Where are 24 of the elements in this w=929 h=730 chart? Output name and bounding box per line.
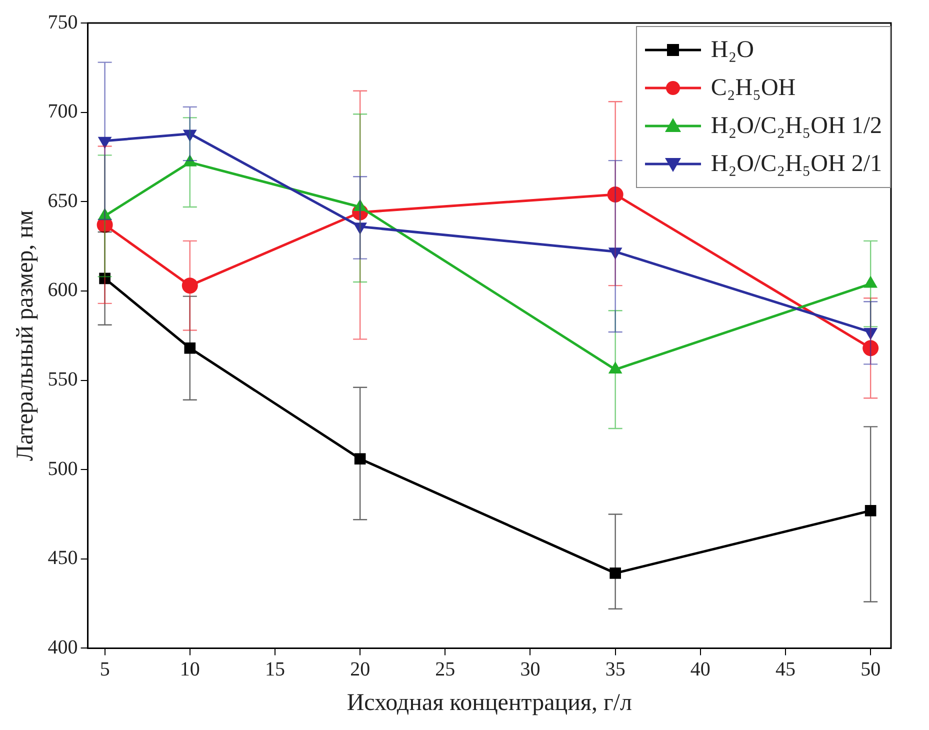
x-tick-label: 30	[520, 658, 540, 680]
y-tick-label: 400	[48, 636, 78, 658]
x-tick-label: 10	[180, 658, 200, 680]
y-tick-label: 650	[48, 190, 78, 212]
y-tick-label: 700	[48, 100, 78, 123]
x-tick-label: 25	[435, 658, 456, 680]
x-tick-label: 5	[100, 658, 110, 680]
x-tick-label: 35	[605, 658, 626, 680]
y-tick-label: 500	[48, 458, 78, 480]
x-tick-label: 50	[860, 658, 881, 680]
x-tick-label: 40	[690, 658, 710, 680]
x-tick-label: 20	[350, 658, 370, 680]
legend-label: H₂O	[710, 36, 754, 64]
y-tick-label: 750	[48, 11, 78, 34]
y-axis-title: Латеральный размер, нм	[12, 210, 39, 461]
y-tick-label: 450	[48, 547, 78, 570]
legend-label: C₂H₅OH	[710, 74, 796, 102]
x-axis-title: Исходная концентрация, г/л	[346, 690, 632, 716]
y-tick-label: 600	[48, 279, 78, 302]
y-tick-label: 550	[48, 368, 78, 391]
legend-label: H₂O/C₂H₅OH 1/2	[710, 112, 882, 140]
x-tick-label: 45	[775, 658, 796, 680]
x-tick-label: 15	[264, 658, 285, 680]
legend-label: H₂O/C₂H₅OH 2/1	[710, 150, 882, 178]
